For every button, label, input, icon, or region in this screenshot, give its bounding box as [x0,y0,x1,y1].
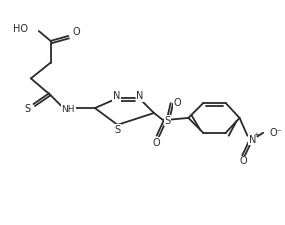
Text: S: S [115,125,121,135]
Text: N: N [137,91,144,101]
Text: S: S [165,116,171,126]
Text: O: O [174,98,181,108]
Text: O: O [152,138,160,148]
Text: S: S [24,104,30,114]
Text: NH: NH [62,105,75,114]
Text: O⁻: O⁻ [270,128,282,138]
Text: O: O [240,156,247,166]
Text: N: N [249,135,256,145]
Text: N: N [113,91,120,101]
Text: HO: HO [13,24,28,34]
Text: +: + [253,132,259,138]
Text: O: O [72,27,80,37]
